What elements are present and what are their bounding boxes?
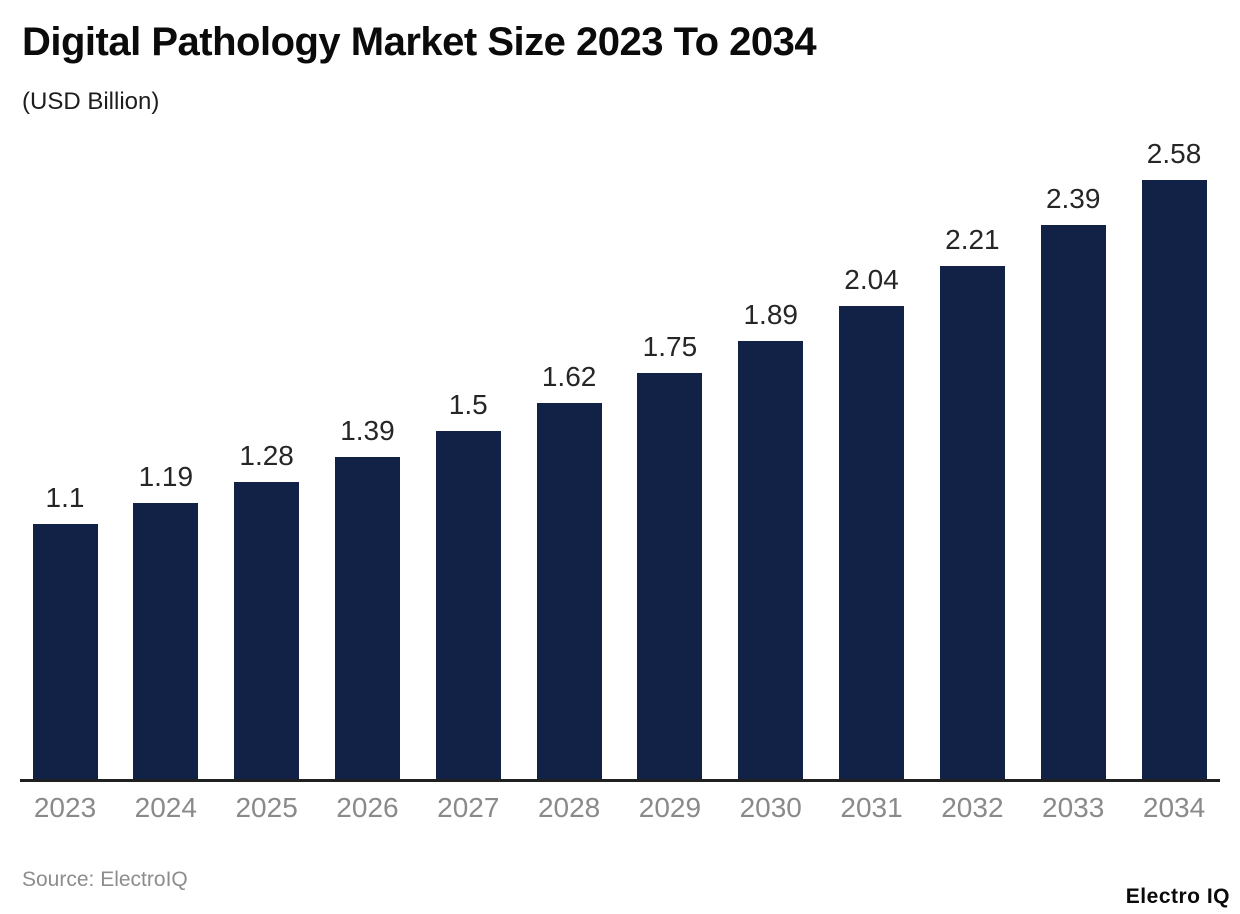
x-tick-label-2026: 2026	[336, 792, 399, 823]
value-label-2026: 1.39	[340, 414, 395, 446]
chart-title: Digital Pathology Market Size 2023 To 20…	[22, 20, 817, 64]
x-tick-label-2027: 2027	[437, 792, 500, 823]
x-tick-label-2032: 2032	[941, 792, 1004, 823]
value-label-2031: 2.04	[844, 263, 899, 295]
value-label-2024: 1.19	[138, 460, 194, 492]
value-label-2029: 1.75	[642, 331, 698, 362]
bar-2023	[32, 523, 98, 779]
x-axis-line	[20, 779, 1220, 782]
bar-2024	[133, 502, 199, 779]
chart-subtitle: (USD Billion)	[22, 88, 160, 115]
value-label-2030: 1.89	[743, 298, 798, 330]
bar-2027	[435, 431, 501, 779]
bar-2030	[738, 340, 804, 779]
value-label-2034: 2.58	[1146, 138, 1202, 170]
x-tick-label-2024: 2024	[134, 792, 197, 823]
value-label-2028: 1.62	[541, 361, 597, 393]
bar-2028	[536, 403, 602, 779]
bar-2032	[939, 266, 1005, 779]
x-tick-label-2033: 2033	[1042, 792, 1105, 823]
x-tick-label-2023: 2023	[33, 792, 97, 823]
source-note: Source: ElectroIQ	[22, 868, 188, 891]
bar-2029	[637, 373, 703, 779]
brand-logo: Electro IQ	[1125, 885, 1230, 908]
x-tick-label-2028: 2028	[537, 792, 601, 823]
x-tick-label-2034: 2034	[1142, 792, 1206, 823]
value-label-2027: 1.5	[448, 389, 488, 420]
value-label-2032: 2.21	[945, 224, 1000, 256]
value-label-2033: 2.39	[1045, 182, 1101, 214]
x-tick-label-2029: 2029	[638, 792, 702, 823]
bar-2034	[1141, 180, 1207, 779]
x-tick-label-2031: 2031	[840, 792, 903, 823]
bar-2031	[839, 305, 905, 779]
x-tick-label-2025: 2025	[235, 792, 298, 823]
value-label-2025: 1.28	[239, 440, 294, 472]
bar-2033	[1040, 224, 1106, 779]
value-label-2023: 1.1	[45, 481, 85, 513]
bar-2025	[234, 482, 300, 779]
x-tick-label-2030: 2030	[739, 792, 802, 823]
bar-2026	[334, 456, 400, 779]
